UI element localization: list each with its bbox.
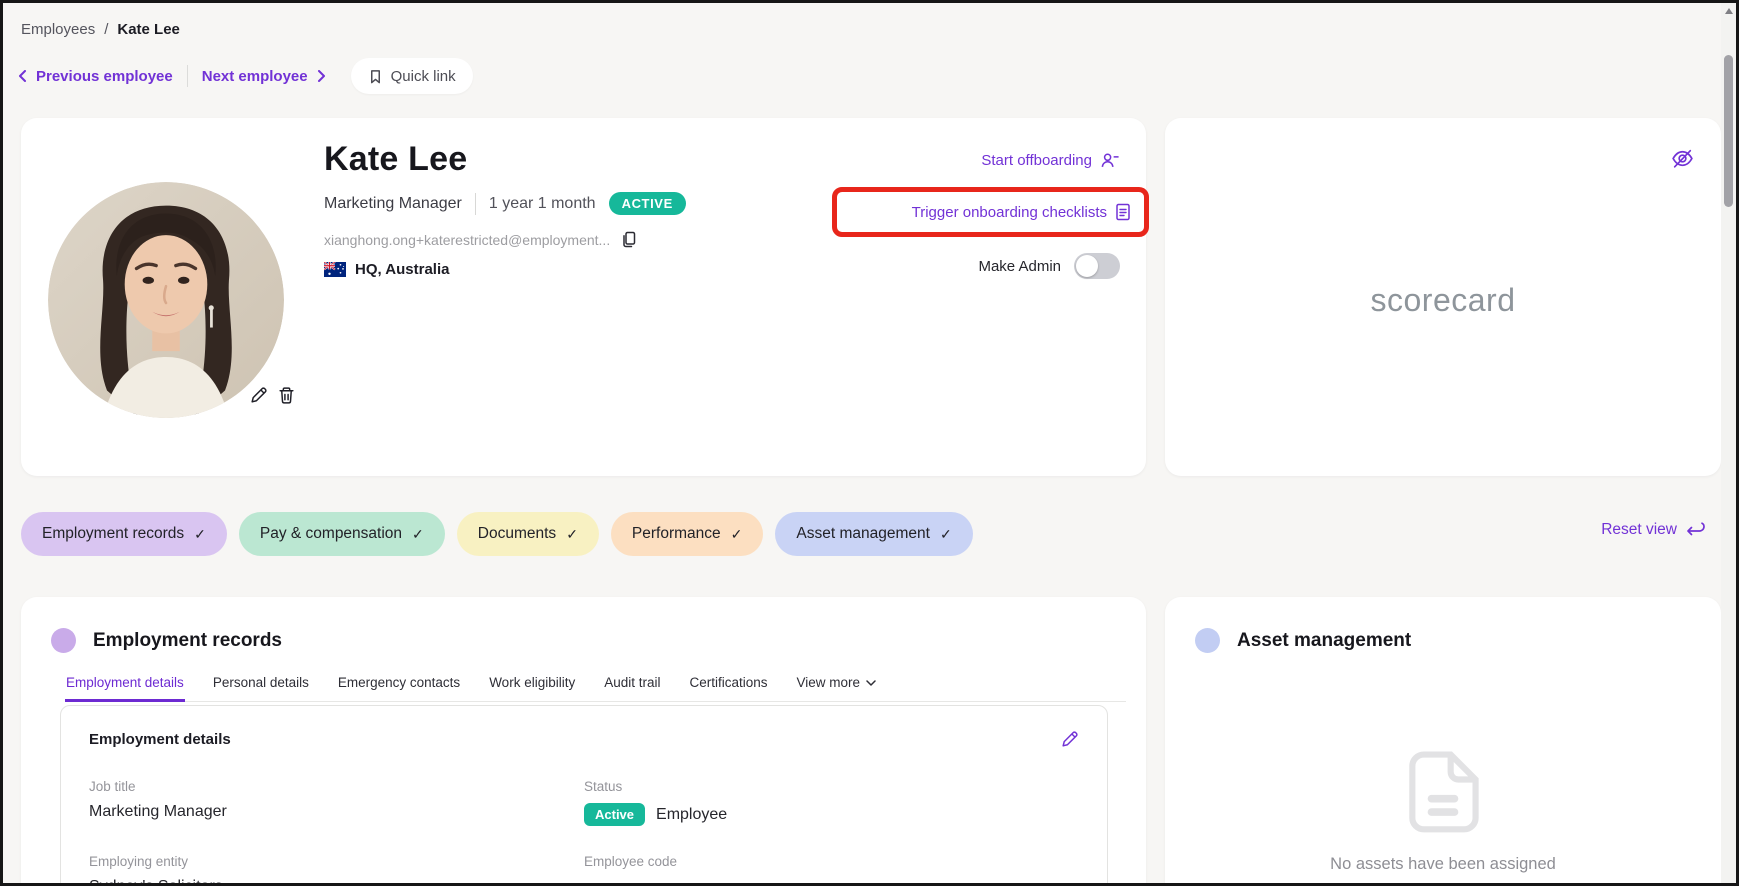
- annotation-highlight-box: Trigger onboarding checklists: [832, 187, 1149, 237]
- delete-avatar-icon[interactable]: [277, 386, 296, 405]
- previous-employee-button[interactable]: Previous employee: [17, 68, 173, 85]
- copy-icon[interactable]: [621, 231, 637, 248]
- avatar-tools: [249, 386, 296, 405]
- employment-records-header: Employment records: [51, 628, 282, 653]
- quick-link-button[interactable]: Quick link: [350, 58, 473, 94]
- asset-management-card: Asset management No assets have been ass…: [1165, 597, 1721, 883]
- asset-management-header: Asset management: [1195, 628, 1411, 653]
- scrollbar-track: [1721, 3, 1736, 883]
- employee-tenure: 1 year 1 month: [488, 194, 596, 212]
- employment-records-title: Employment records: [93, 629, 282, 651]
- records-tabs: Employment details Personal details Emer…: [65, 669, 1126, 702]
- scorecard-card: scorecard: [1165, 118, 1721, 476]
- check-icon: ✓: [939, 525, 952, 542]
- status-badge: ACTIVE: [608, 192, 686, 215]
- details-fields: Job title Marketing Manager Status Activ…: [89, 779, 1079, 883]
- nav-divider: [186, 65, 188, 87]
- active-status-badge: Active: [584, 803, 646, 826]
- section-dot-periwinkle: [1195, 628, 1220, 653]
- tab-emergency-contacts[interactable]: Emergency contacts: [337, 675, 461, 690]
- section-pills: Employment records ✓ Pay & compensation …: [21, 512, 973, 556]
- tab-view-more[interactable]: View more: [796, 669, 878, 701]
- check-icon: ✓: [412, 525, 424, 542]
- next-employee-button[interactable]: Next employee: [202, 68, 327, 85]
- breadcrumb-employees[interactable]: Employees: [21, 21, 96, 38]
- start-offboarding-button[interactable]: Start offboarding: [981, 152, 1119, 169]
- chevron-down-icon: [866, 679, 876, 687]
- reset-view-button[interactable]: Reset view: [1601, 521, 1706, 539]
- employment-details-title: Employment details: [89, 731, 231, 748]
- employment-records-card: Employment records Employment details Pe…: [21, 597, 1146, 883]
- pill-employment-records[interactable]: Employment records ✓: [21, 512, 227, 556]
- chevron-right-icon: [315, 70, 327, 82]
- field-employee-code: Employee code -: [584, 854, 678, 883]
- employee-location: HQ, Australia: [355, 261, 450, 278]
- scrollbar-thumb[interactable]: [1724, 55, 1733, 207]
- employment-details-panel: Employment details Job title Marketing M…: [60, 705, 1108, 883]
- make-admin-toggle[interactable]: [1074, 253, 1120, 279]
- employee-nav: Previous employee Next employee Quick li…: [17, 58, 473, 94]
- pill-asset-management[interactable]: Asset management ✓: [775, 512, 973, 556]
- field-job-title: Job title Marketing Manager: [89, 779, 227, 820]
- scrollbar-up-arrow[interactable]: [1725, 8, 1733, 14]
- tab-audit-trail[interactable]: Audit trail: [604, 675, 661, 690]
- empty-document-icon: [1397, 745, 1489, 837]
- field-employing-entity: Employing entity Sydney's Solicitors: [89, 854, 223, 883]
- edit-avatar-icon[interactable]: [249, 386, 268, 405]
- check-icon: ✓: [730, 525, 743, 542]
- field-status: Status Active Employee: [584, 779, 1079, 826]
- employee-job-title: Marketing Manager: [324, 194, 462, 212]
- checklist-document-icon: [1115, 203, 1131, 221]
- employee-meta: Marketing Manager 1 year 1 month ACTIVE: [324, 192, 686, 215]
- pill-documents[interactable]: Documents ✓: [456, 512, 599, 556]
- profile-card: Kate Lee Marketing Manager 1 year 1 mont…: [21, 118, 1149, 476]
- undo-icon: [1686, 522, 1706, 538]
- breadcrumb-separator: /: [104, 21, 109, 38]
- employee-location-row: HQ, Australia: [324, 261, 449, 278]
- pill-performance[interactable]: Performance ✓: [610, 512, 764, 556]
- edit-details-icon[interactable]: [1060, 730, 1079, 749]
- check-icon: ✓: [194, 525, 206, 542]
- toggle-knob: [1076, 255, 1098, 277]
- employee-avatar: [48, 182, 284, 418]
- bookmark-icon: [368, 69, 383, 84]
- australia-flag-icon: [324, 262, 346, 277]
- assets-empty-text: No assets have been assigned: [1330, 855, 1556, 873]
- make-admin-label: Make Admin: [978, 257, 1061, 275]
- user-minus-icon: [1100, 152, 1119, 169]
- eye-off-icon[interactable]: [1670, 146, 1695, 171]
- tab-personal-details[interactable]: Personal details: [212, 675, 309, 690]
- breadcrumb: Employees / Kate Lee: [21, 21, 180, 38]
- make-admin-row: Make Admin: [978, 253, 1120, 279]
- employee-name: Kate Lee: [324, 140, 468, 178]
- employee-email-row: xianghong.ong+katerestricted@employment.…: [324, 231, 637, 248]
- scorecard-placeholder: scorecard: [1370, 282, 1516, 318]
- tab-work-eligibility[interactable]: Work eligibility: [489, 675, 576, 690]
- tab-employment-details[interactable]: Employment details: [65, 669, 185, 702]
- check-icon: ✓: [566, 525, 578, 542]
- chevron-left-icon: [17, 70, 29, 82]
- asset-management-title: Asset management: [1237, 629, 1412, 651]
- pill-pay-compensation[interactable]: Pay & compensation ✓: [238, 512, 445, 556]
- meta-divider: [474, 192, 476, 215]
- section-dot-purple: [51, 628, 76, 653]
- employee-email: xianghong.ong+katerestricted@employment.…: [324, 231, 611, 248]
- tab-certifications[interactable]: Certifications: [689, 675, 768, 690]
- breadcrumb-current: Kate Lee: [117, 21, 180, 38]
- trigger-onboarding-button[interactable]: Trigger onboarding checklists: [912, 203, 1131, 221]
